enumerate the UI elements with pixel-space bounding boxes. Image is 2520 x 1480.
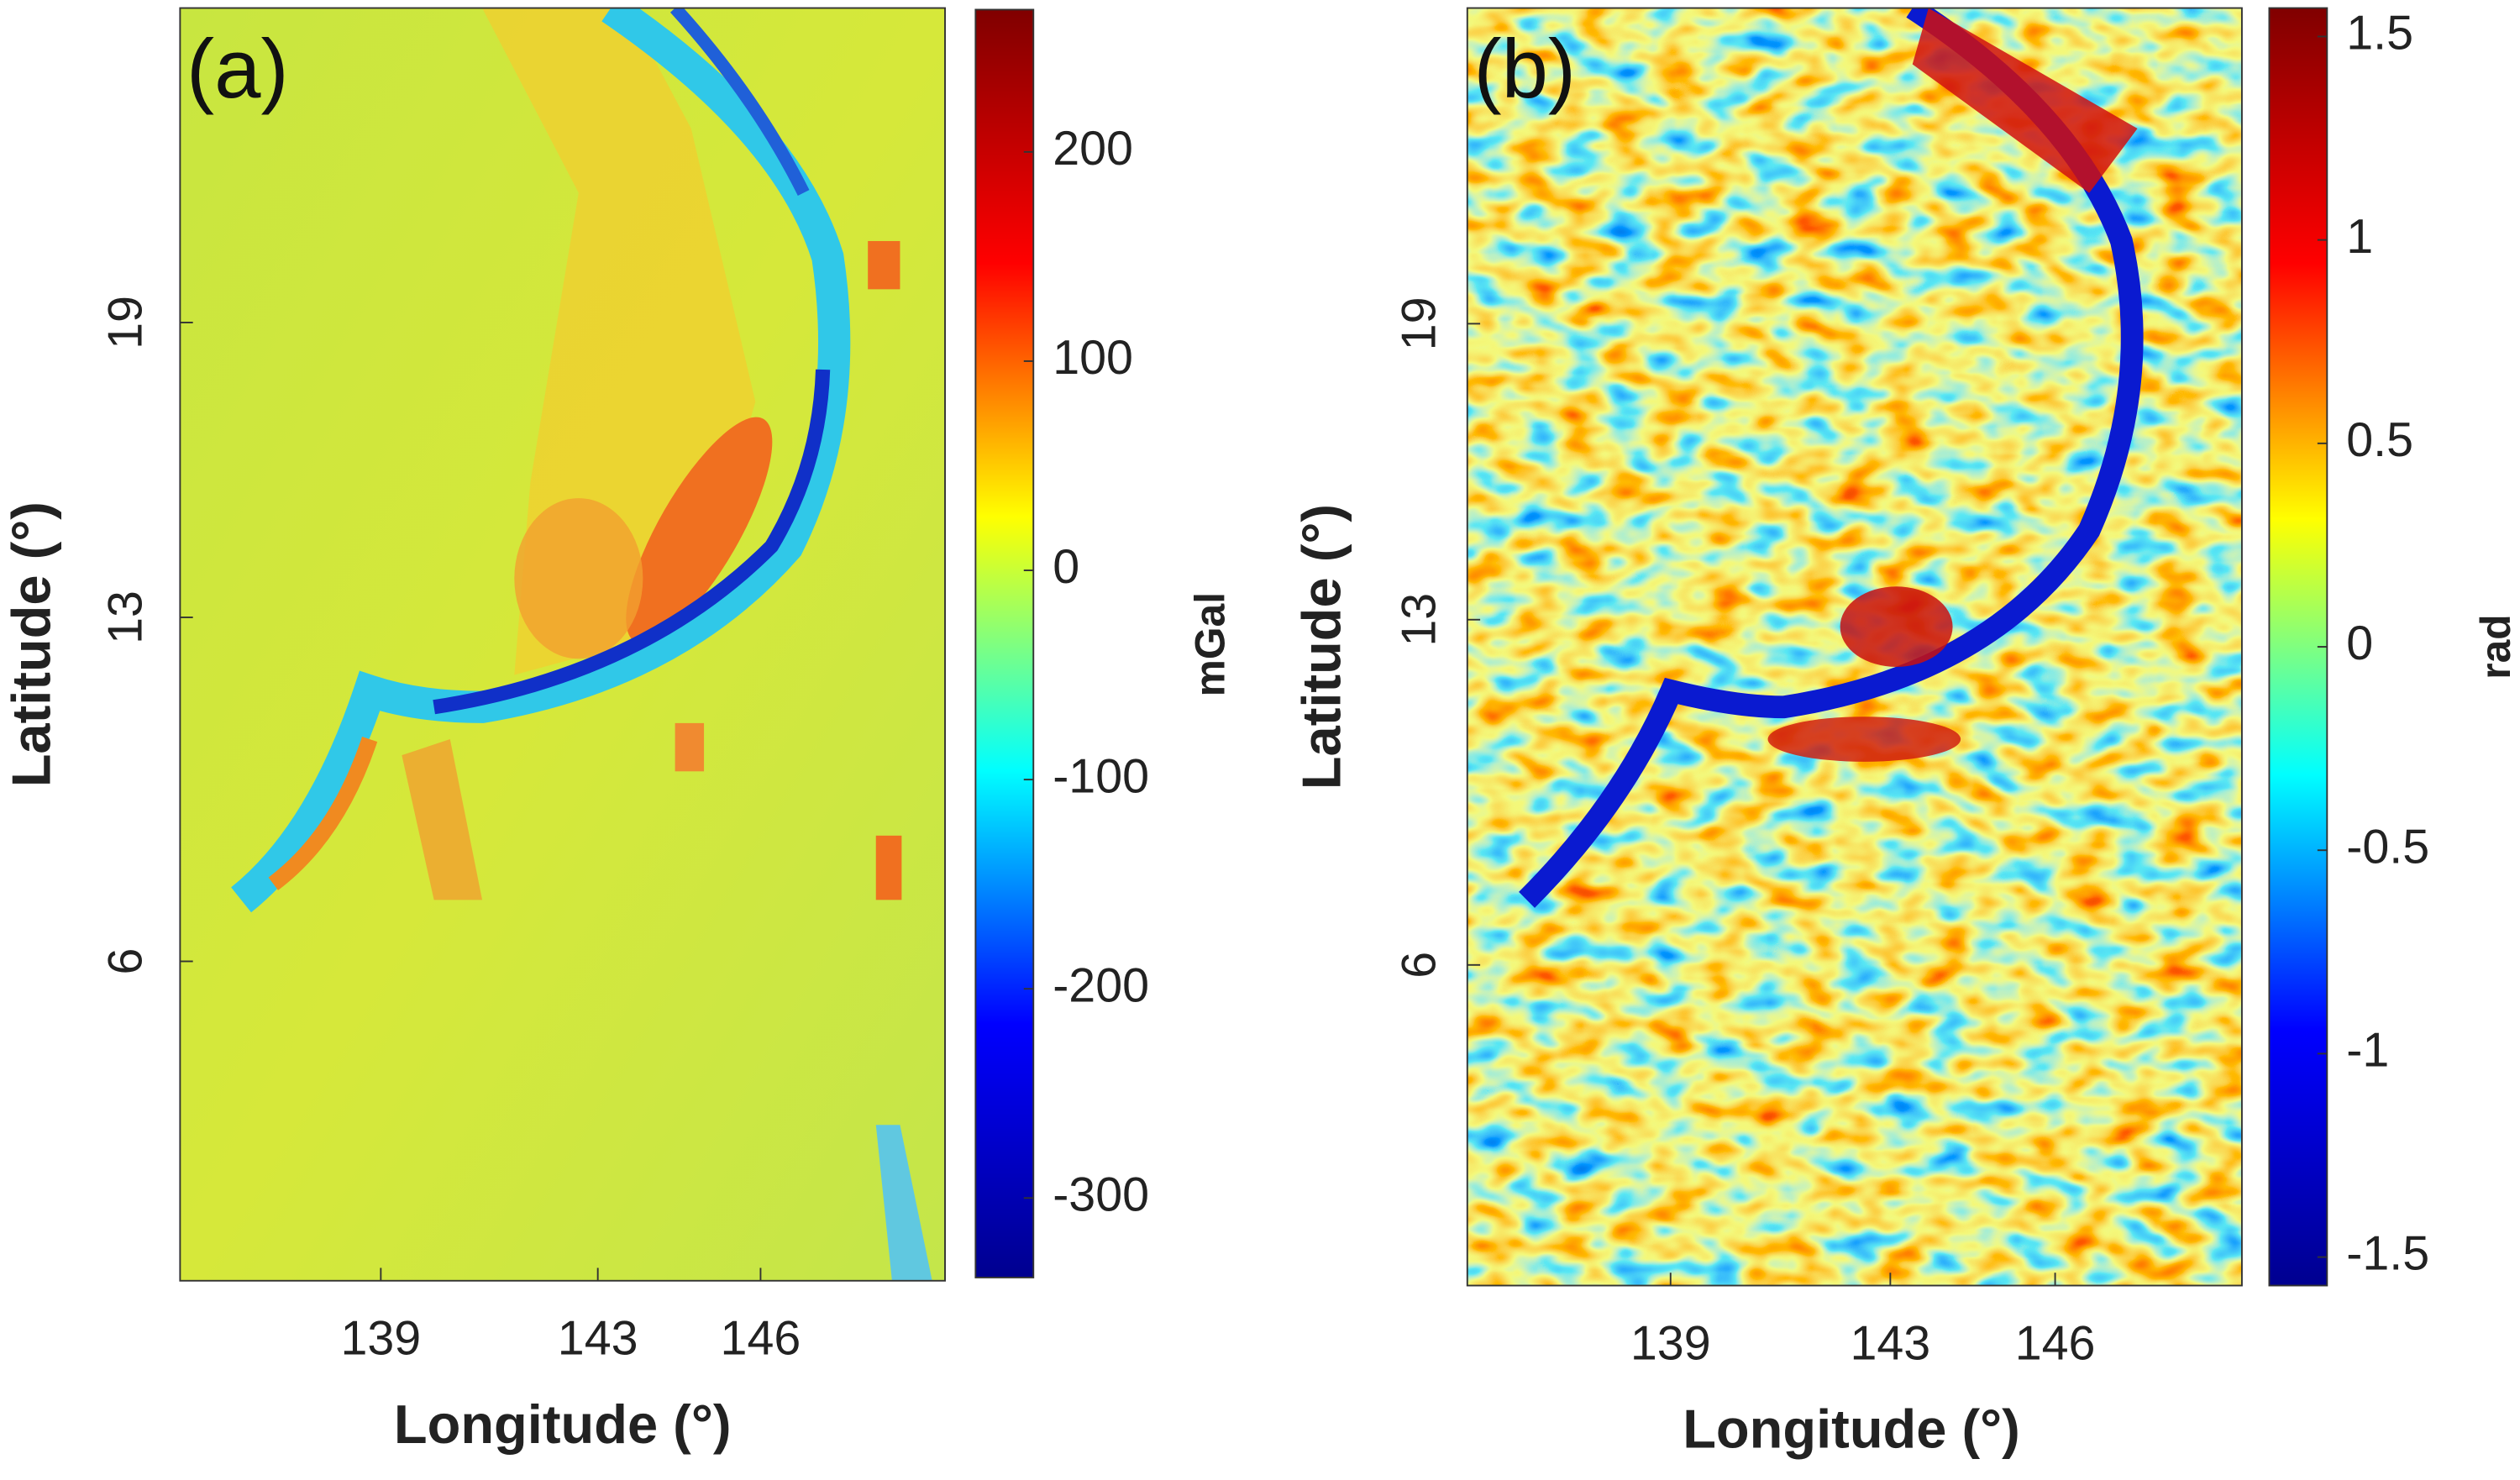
panel-label: (b) (1473, 23, 1576, 116)
colorbar-label: rad (2472, 614, 2519, 679)
x-tick-label: 146 (2015, 1316, 2096, 1370)
x-axis-label: Longitude (°) (1683, 1399, 2020, 1460)
y-tick-label: 13 (1392, 593, 1446, 647)
y-tick-label: 13 (98, 590, 152, 644)
colorbar-tick-label: -0.5 (2346, 820, 2429, 874)
x-tick-label: 139 (1630, 1316, 1711, 1370)
y-tick-label: 19 (1392, 297, 1446, 350)
colorbar-tick-label: 100 (1053, 331, 1133, 385)
y-tick-label: 19 (98, 296, 152, 349)
x-tick-label: 143 (1851, 1316, 1931, 1370)
colorbar-tick-label: -100 (1053, 749, 1149, 803)
colorbar-tick-label: -200 (1053, 958, 1149, 1012)
colorbar-tick-label: 0.5 (2346, 413, 2413, 467)
colorbar-label: mGal (1187, 592, 1234, 696)
colorbar-tick-label: -1.5 (2346, 1227, 2429, 1281)
plot-frame (179, 7, 946, 1282)
y-tick-label: 6 (1392, 952, 1446, 979)
colorbar-tick-label: -300 (1053, 1168, 1149, 1221)
colorbar-tick-label: 0 (1053, 540, 1079, 594)
panel-label: (a) (186, 23, 289, 116)
colorbar-tick-label: 1 (2346, 210, 2373, 264)
map-image-a (180, 8, 946, 1281)
colorbar-tick-label: 0 (2346, 617, 2373, 670)
y-axis-label: Latitude (°) (1291, 504, 1352, 790)
x-tick-label: 146 (721, 1312, 801, 1366)
y-axis-label: Latitude (°) (0, 501, 61, 787)
map-image-b (1467, 8, 2242, 1286)
plot-frame (1466, 7, 2243, 1287)
x-tick-label: 143 (558, 1312, 638, 1366)
colorbar (974, 8, 1035, 1278)
y-tick-label: 6 (98, 948, 152, 975)
colorbar-tick-label: 200 (1053, 122, 1133, 176)
x-axis-label: Longitude (°) (394, 1393, 732, 1455)
x-tick-label: 139 (340, 1312, 421, 1366)
colorbar-tick-label: 1.5 (2346, 7, 2413, 60)
colorbar-tick-label: -1 (2346, 1024, 2389, 1078)
